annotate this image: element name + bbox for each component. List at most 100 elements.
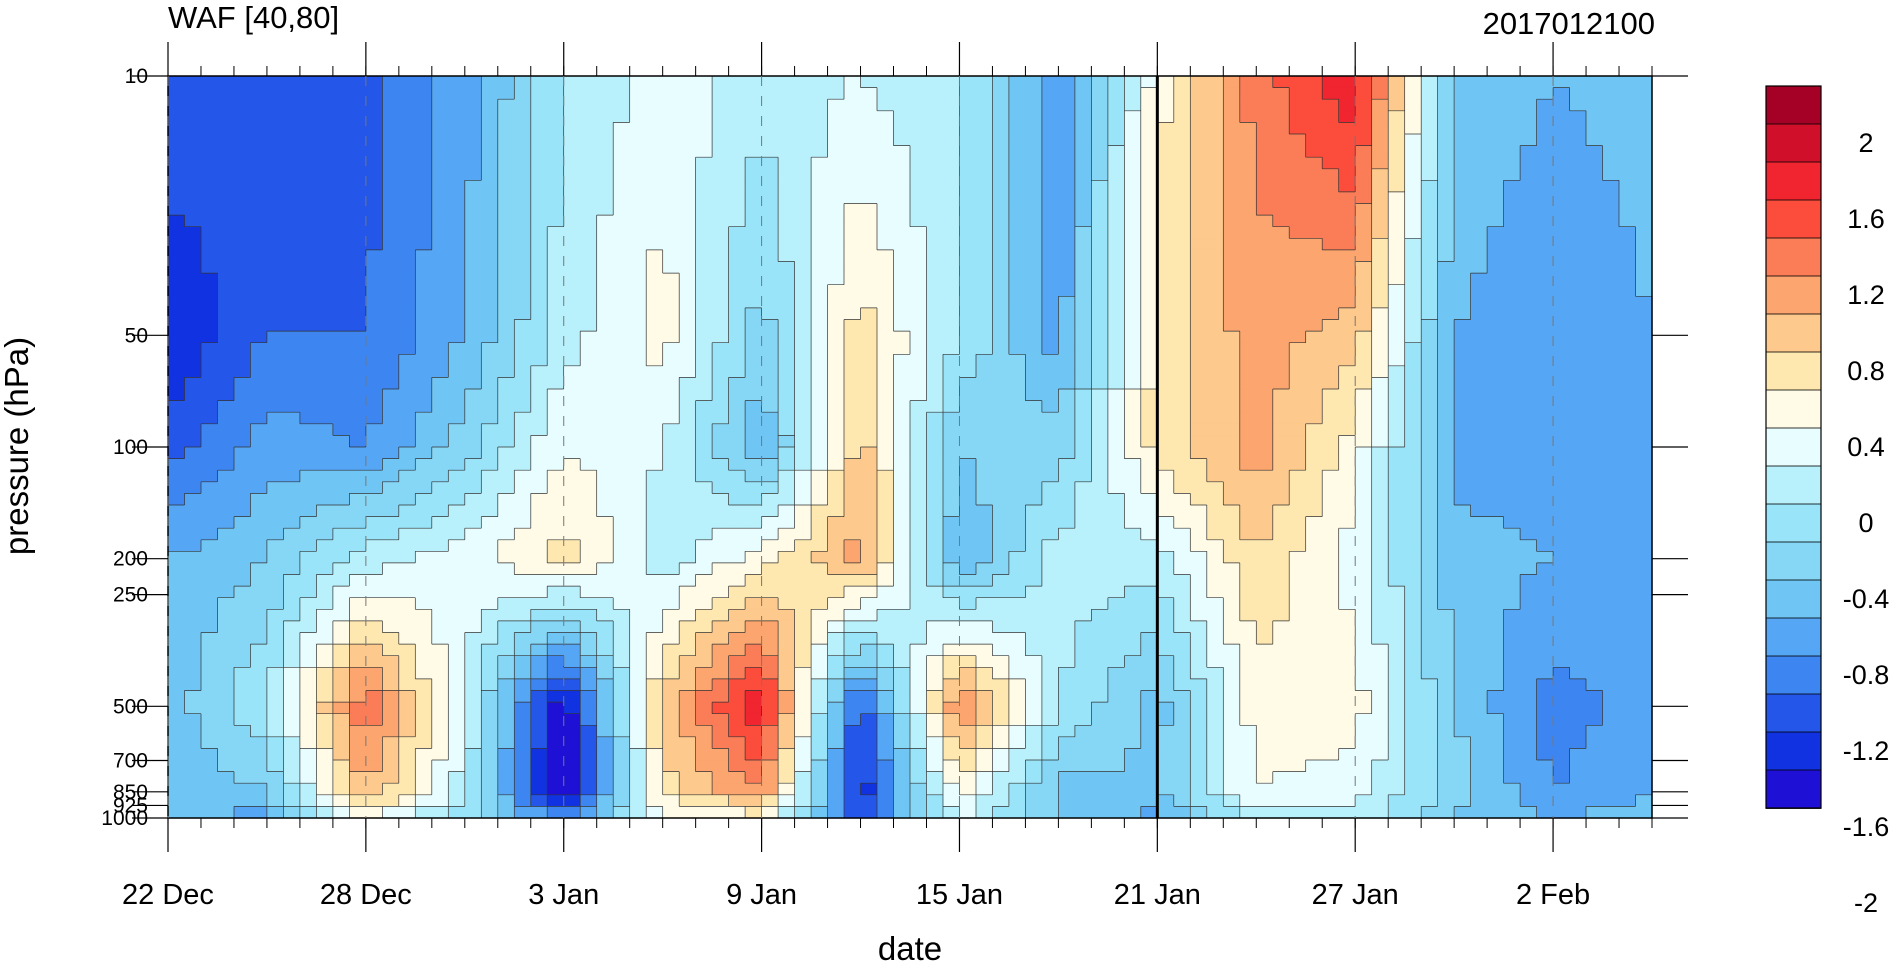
contour-cell xyxy=(844,319,878,332)
contour-cell xyxy=(1058,783,1158,796)
contour-cell xyxy=(629,99,713,112)
contour-cell xyxy=(497,400,532,413)
contour-cell xyxy=(761,667,779,680)
contour-cell xyxy=(398,447,433,460)
contour-cell xyxy=(1421,342,1439,355)
contour-cell xyxy=(811,423,829,436)
contour-cell xyxy=(481,736,499,750)
contour-cell xyxy=(1157,331,1191,344)
contour-cell xyxy=(580,760,598,773)
contour-cell xyxy=(778,238,812,251)
contour-cell xyxy=(745,203,779,216)
contour-cell xyxy=(497,377,532,390)
contour-cell xyxy=(942,539,994,552)
contour-cell xyxy=(1058,667,1109,680)
contour-cell xyxy=(1437,423,1455,436)
contour-cell xyxy=(1503,180,1620,193)
contour-cell xyxy=(679,273,697,286)
contour-cell xyxy=(893,365,928,379)
contour-cell xyxy=(1091,377,1109,390)
contour-cell xyxy=(778,215,812,228)
contour-cell xyxy=(827,806,845,819)
contour-cell xyxy=(844,702,878,715)
contour-cell xyxy=(1041,400,1059,413)
y-axis-label: pressure (hPa) xyxy=(0,337,35,555)
contour-cell xyxy=(1190,87,1224,100)
contour-cell xyxy=(530,157,565,170)
contour-cell xyxy=(1025,644,1076,657)
contour-cell xyxy=(316,760,334,773)
contour-cell xyxy=(1355,412,1373,425)
contour-cell xyxy=(1404,319,1422,332)
contour-cell xyxy=(1190,284,1224,297)
contour-cell xyxy=(168,180,383,193)
contour-cell xyxy=(1074,342,1092,355)
contour-cell xyxy=(431,99,482,112)
contour-cell xyxy=(1074,226,1092,239)
contour-cell xyxy=(992,203,1010,216)
contour-cell xyxy=(1041,713,1059,726)
contour-cell xyxy=(1157,157,1191,170)
contour-cell xyxy=(662,644,697,657)
contour-cell xyxy=(761,539,796,552)
contour-cell xyxy=(877,389,895,402)
contour-cell xyxy=(1520,157,1604,170)
contour-cell xyxy=(1124,76,1142,89)
contour-cell xyxy=(1025,504,1076,518)
contour-cell xyxy=(992,249,1010,263)
contour-cell xyxy=(761,702,779,715)
contour-cell xyxy=(877,215,911,228)
contour-cell xyxy=(1437,435,1455,448)
contour-cell xyxy=(184,377,235,390)
contour-cell xyxy=(1388,806,1422,819)
contour-cell xyxy=(893,725,911,738)
contour-cell xyxy=(679,620,713,634)
contour-cell xyxy=(728,667,746,680)
contour-cell xyxy=(1091,273,1109,286)
contour-cell xyxy=(1239,562,1290,576)
contour-cell xyxy=(1602,145,1653,158)
contour-cell xyxy=(382,76,433,89)
contour-cell xyxy=(316,678,334,692)
contour-cell xyxy=(629,794,647,807)
contour-cell xyxy=(1091,412,1109,425)
contour-cell xyxy=(1058,470,1092,483)
contour-cell xyxy=(926,319,961,332)
contour-cell xyxy=(1008,180,1043,193)
contour-cell xyxy=(1421,226,1439,239)
contour-cell xyxy=(316,586,334,599)
contour-cell xyxy=(1586,725,1653,738)
contour-cell xyxy=(1454,157,1521,170)
contour-cell xyxy=(1074,157,1092,170)
chart-subtitle: 2017012100 xyxy=(1483,6,1655,41)
contour-cell xyxy=(992,215,1010,228)
contour-cell xyxy=(563,110,631,123)
contour-cell xyxy=(464,261,499,274)
contour-cell xyxy=(448,470,482,483)
contour-cell xyxy=(695,713,730,726)
contour-cell xyxy=(992,191,1010,205)
contour-cell xyxy=(1272,771,1373,784)
contour-cell xyxy=(349,667,383,680)
contour-cell xyxy=(547,783,581,796)
colorbar-label: -0.8 xyxy=(1843,660,1889,690)
contour-cell xyxy=(250,342,416,355)
contour-cell xyxy=(1586,133,1653,147)
contour-cell xyxy=(1371,331,1389,344)
contour-cell xyxy=(547,273,598,286)
contour-cell xyxy=(596,238,697,251)
contour-cell xyxy=(431,215,466,228)
contour-cell xyxy=(299,632,334,645)
contour-cell xyxy=(1091,87,1109,100)
contour-cell xyxy=(926,504,944,518)
contour-cell xyxy=(959,180,994,193)
contour-cell xyxy=(778,771,796,784)
contour-cell xyxy=(382,400,433,413)
contour-cell xyxy=(1157,261,1191,274)
contour-cell xyxy=(794,632,812,645)
contour-cell xyxy=(1190,655,1208,668)
contour-cell xyxy=(646,481,713,494)
contour-cell xyxy=(1371,412,1389,425)
contour-cell xyxy=(1157,342,1191,355)
contour-cell xyxy=(1091,400,1109,413)
